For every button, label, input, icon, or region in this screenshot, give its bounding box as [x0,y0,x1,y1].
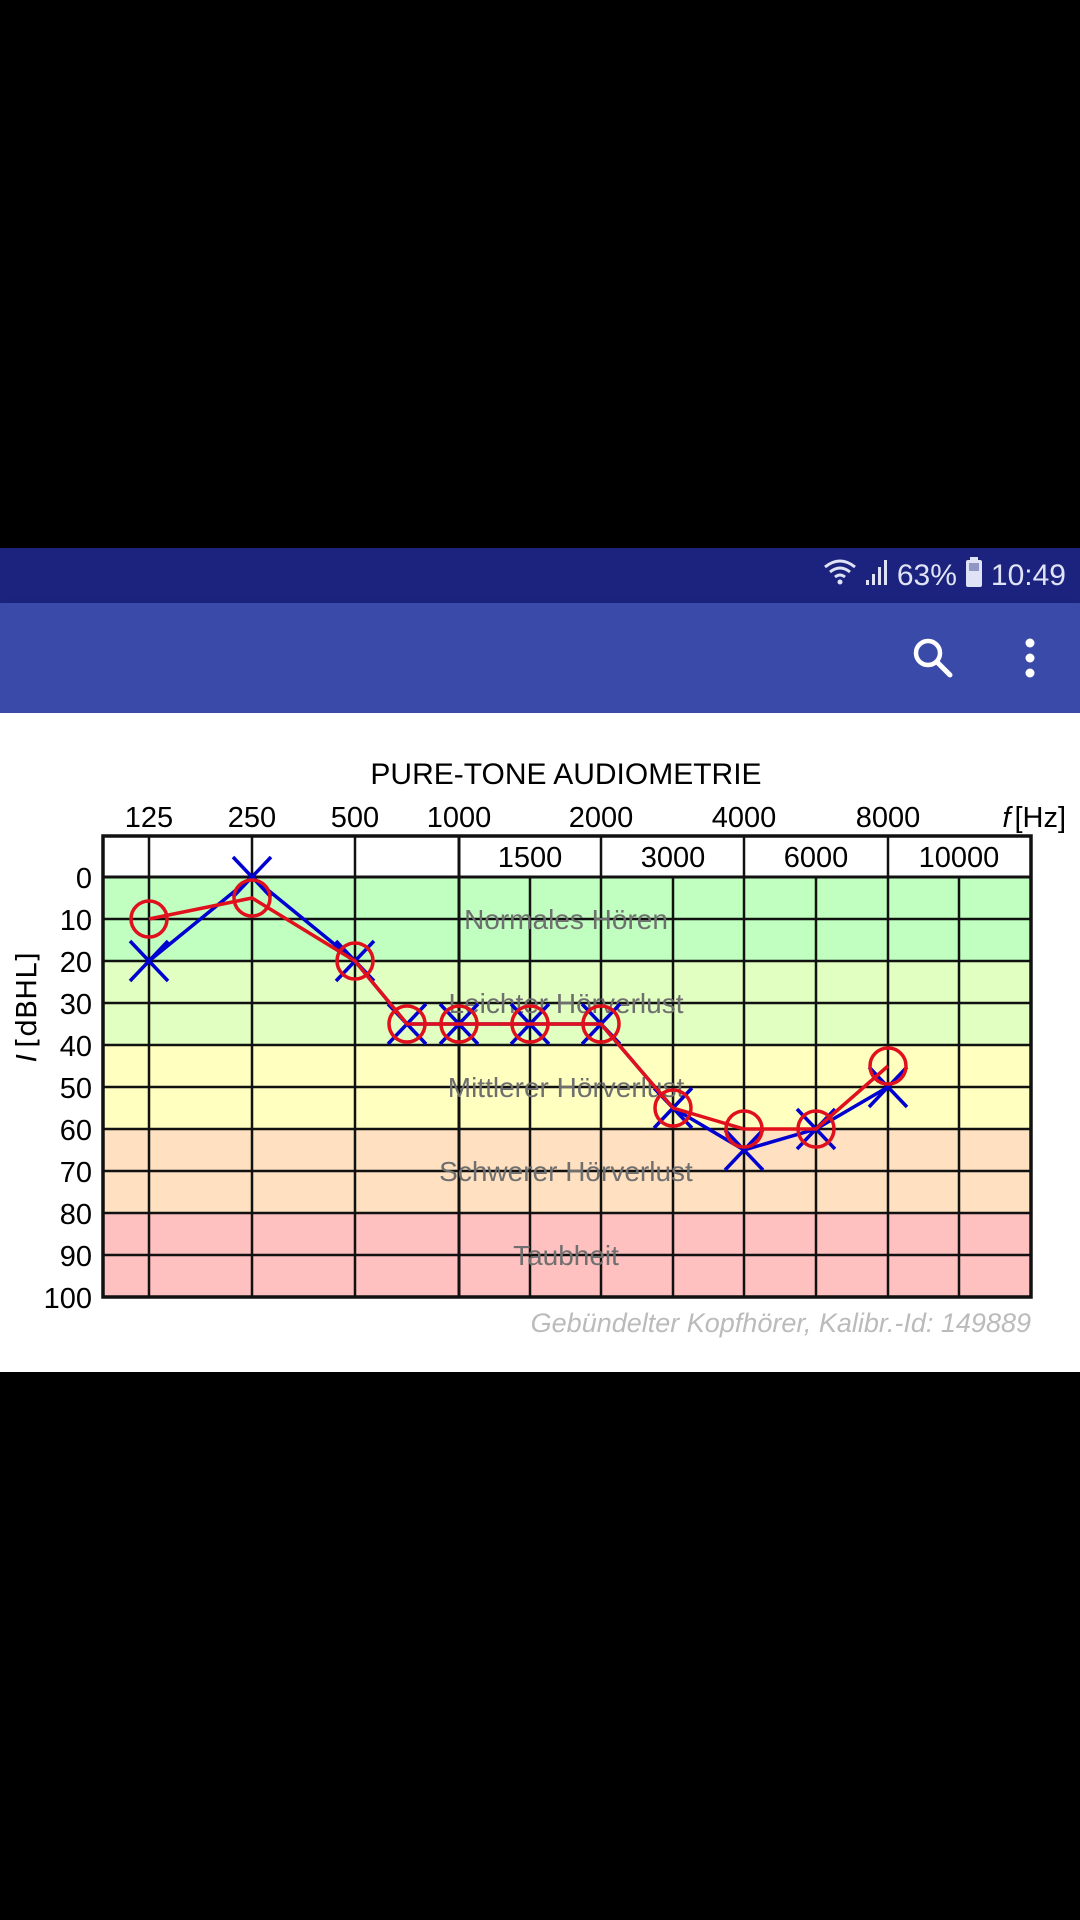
footnote: Gebündelter Kopfhörer, Kalibr.-Id: 14988… [531,1308,1031,1338]
band-label: Normales Hören [464,904,668,935]
o-marker [868,1046,908,1086]
chart-title: PURE-TONE AUDIOMETRIE [370,758,761,791]
o-marker [653,1088,693,1128]
o-marker [581,1004,621,1044]
x-tick-label: 125 [125,802,173,834]
o-marker [724,1109,764,1149]
o-marker [335,941,375,981]
signal-icon [865,558,889,594]
x-tick-label: 1500 [498,842,563,874]
y-tick-label: 20 [60,947,92,979]
more-options-button[interactable] [1003,631,1057,685]
x-tick-label: 500 [331,802,379,834]
more-vert-icon [1025,638,1035,678]
battery-icon [965,556,983,595]
x-marker-stroke [231,855,273,899]
y-axis-unit: [dBHL] [10,952,43,1047]
x-tick-label: 8000 [856,802,921,834]
y-tick-label: 60 [60,1115,92,1147]
y-tick-label: 70 [60,1157,92,1189]
x-marker [723,1128,765,1172]
x-tick-label: 10000 [919,842,1000,874]
x-marker [231,855,273,899]
y-tick-label: 30 [60,989,92,1021]
x-tick-label: 1000 [427,802,492,834]
x-marker-stroke [723,1128,765,1172]
y-tick-label: 10 [60,905,92,937]
header-row [103,836,1031,877]
x-tick-label: 250 [228,802,276,834]
y-tick-label: 90 [60,1241,92,1273]
y-axis-symbol: I [10,1054,43,1062]
o-marker [510,1004,550,1044]
band-label: Leichter Hörverlust [449,988,684,1019]
o-marker [387,1004,427,1044]
app-bar [0,603,1080,713]
y-tick-label: 80 [60,1199,92,1231]
x-axis-symbol: f [1002,802,1013,834]
y-tick-label: 0 [76,863,92,895]
x-tick-label: 2000 [569,802,634,834]
battery-percent: 63% [896,558,957,592]
y-axis-label: I [dBHL] [10,952,43,1062]
x-tick-label: 6000 [784,842,849,874]
y-tick-label: 40 [60,1031,92,1063]
x-marker [867,1065,909,1109]
x-marker [128,939,170,983]
chart-border [101,834,1033,1299]
x-axis-label: f [Hz] [1002,802,1066,834]
y-tick-label: 50 [60,1073,92,1105]
status-bar: 63% 10:49 [0,548,1080,603]
wifi-icon [823,558,857,594]
x-axis-unit: [Hz] [1014,802,1066,834]
band-label: Taubheit [513,1240,619,1271]
x-tick-label: 3000 [641,842,706,874]
o-marker [796,1109,836,1149]
band-label: Schwerer Hörverlust [439,1156,693,1187]
x-marker-stroke [128,939,170,983]
clock: 10:49 [990,558,1066,592]
band-label: Mittlerer Hörverlust [448,1072,685,1103]
o-marker [439,1004,479,1044]
search-icon [913,638,953,678]
x-marker-stroke [867,1065,909,1109]
o-marker [129,899,169,939]
x-tick-label: 4000 [712,802,777,834]
series-line-right-ear [148,896,890,1131]
y-tick-label: 100 [44,1283,92,1315]
search-button[interactable] [906,631,960,685]
o-marker [232,878,272,918]
